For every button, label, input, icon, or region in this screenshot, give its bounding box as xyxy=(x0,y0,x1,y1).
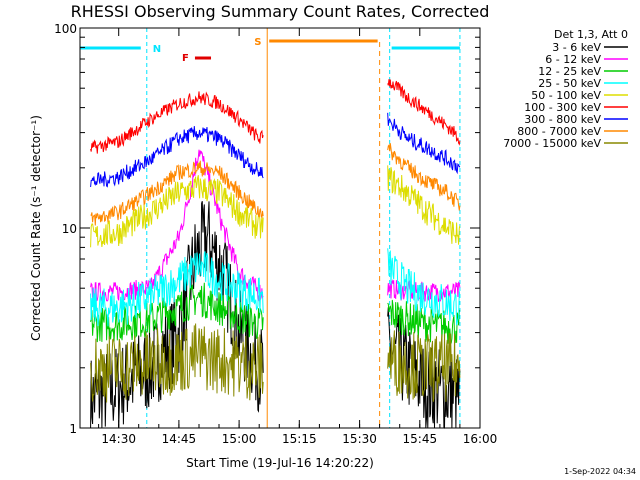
series-line xyxy=(90,79,461,154)
legend-label: 100 - 300 keV xyxy=(524,101,601,114)
y-axis-label: Corrected Count Rate (s⁻¹ detector⁻¹) xyxy=(29,115,43,341)
flare-marker: F xyxy=(182,53,189,64)
legend-label: 3 - 6 keV xyxy=(552,41,601,54)
x-tick-label: 15:45 xyxy=(403,432,438,446)
series-line xyxy=(90,248,461,327)
legend-label: 6 - 12 keV xyxy=(545,53,601,66)
generation-timestamp: 1-Sep-2022 04:34 xyxy=(564,467,636,476)
x-tick-label: 15:00 xyxy=(222,432,257,446)
series-line xyxy=(90,112,461,188)
legend-label: 7000 - 15000 keV xyxy=(503,137,601,150)
marks-layer: N F S xyxy=(80,28,461,428)
series-line xyxy=(90,165,461,248)
axes-layer: 14:30 14:45 15:00 15:15 15:30 15:45 16:00 1 10 10… xyxy=(54,22,497,446)
y-tick-label: 100 xyxy=(54,22,77,36)
x-tick-label: 15:15 xyxy=(282,432,317,446)
legend-title: Det 1,3, Att 0 xyxy=(554,28,628,41)
x-axis-label: Start Time (19-Jul-16 14:20:22) xyxy=(186,456,374,470)
legend-label: 25 - 50 keV xyxy=(538,77,601,90)
series-line xyxy=(90,143,461,226)
y-tick-label: 1 xyxy=(69,422,77,436)
chart-title: RHESSI Observing Summary Count Rates, Co… xyxy=(71,2,490,21)
y-tick-label: 10 xyxy=(62,222,77,236)
series-layer xyxy=(90,79,461,429)
night-marker: N xyxy=(153,44,161,55)
x-tick-label: 14:45 xyxy=(162,432,197,446)
x-tick-label: 14:30 xyxy=(101,432,136,446)
legend-label: 50 - 100 keV xyxy=(531,89,601,102)
legend-label: 800 - 7000 keV xyxy=(517,125,601,138)
legend-label: 300 - 800 keV xyxy=(524,113,601,126)
legend-label: 12 - 25 keV xyxy=(538,65,601,78)
series-line xyxy=(90,323,461,403)
x-tick-label: 16:00 xyxy=(463,432,498,446)
saa-marker: S xyxy=(254,37,261,48)
x-tick-label: 15:30 xyxy=(342,432,377,446)
